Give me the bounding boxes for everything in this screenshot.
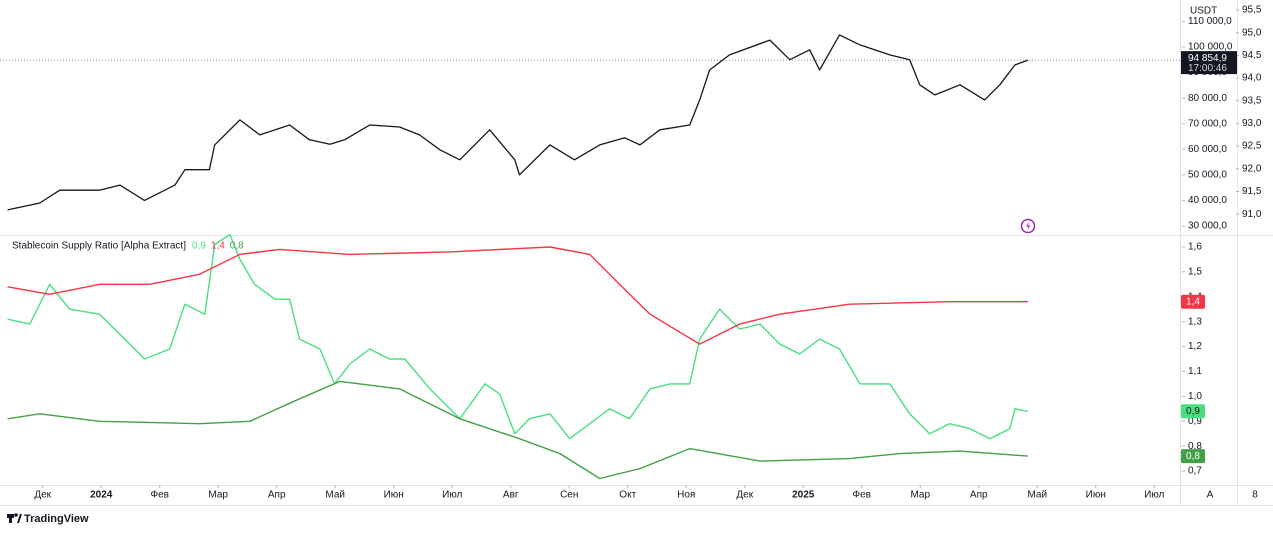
alert-circle[interactable] [1020, 218, 1036, 234]
price-axis-tick-label: 50 000,0 [1188, 169, 1227, 180]
indicator-axis-tick-label: 1,6 [1188, 242, 1202, 253]
last-price-badge [1181, 51, 1237, 75]
series-line [7, 380, 1028, 480]
last-value-badge [1181, 449, 1205, 464]
indicator-axis-tick-label: 1,3 [1188, 316, 1202, 327]
x-tick-label: Фев [150, 490, 168, 501]
indicator-axis-tick-label: 1,1 [1188, 366, 1202, 377]
second-axis-tick-label: 93,5 [1242, 95, 1262, 106]
scale-mode[interactable]: A [1207, 490, 1214, 501]
price-axis-tick-label: 70 000,0 [1188, 118, 1227, 129]
x-tick-label: Дек [736, 490, 753, 501]
settings-button[interactable]: 8 [1252, 490, 1258, 501]
second-axis-tick-label: 95,0 [1242, 27, 1262, 38]
brand-logo [7, 513, 22, 523]
series-line [7, 233, 1029, 440]
x-tick-label: 2024 [90, 490, 113, 501]
legend-value: 1,4 [211, 241, 225, 252]
indicator-axis-tick-label: 1,0 [1188, 391, 1202, 402]
x-tick-label: Ноя [677, 490, 695, 501]
second-axis-tick-label: 92,5 [1242, 141, 1262, 152]
x-tick-label: Дек [34, 490, 51, 501]
price-axis-tick-label: 30 000,0 [1188, 221, 1227, 232]
last-value-label: 0,8 [1186, 451, 1200, 462]
last-value-label: 1,4 [1186, 296, 1200, 307]
alert-icon[interactable] [1020, 218, 1036, 234]
price-axis-tick-label: 40 000,0 [1188, 195, 1227, 206]
legend-value: 0,8 [230, 241, 244, 252]
x-tick-label: Окт [619, 490, 636, 501]
price-axis-tick-label: 60 000,0 [1188, 144, 1227, 155]
indicator-axis-tick-label: 0,7 [1188, 466, 1202, 477]
x-tick-label: 2025 [792, 490, 815, 501]
logo-slash [17, 514, 22, 523]
second-axis-tick-label: 93,0 [1242, 118, 1262, 129]
x-tick-label: Сен [560, 490, 578, 501]
x-tick-label: Апр [268, 490, 286, 501]
alert-bolt[interactable] [1026, 221, 1031, 231]
price-axis-tick-label: 110 000,0 [1188, 16, 1232, 27]
x-tick-label: Мар [910, 490, 930, 501]
x-tick-label: Фев [853, 490, 871, 501]
second-axis-tick-label: 94,0 [1242, 73, 1262, 84]
series-line [7, 246, 1028, 345]
x-tick-label: Май [325, 490, 345, 501]
x-tick-label: Июл [442, 490, 462, 501]
last-value-badge [1181, 294, 1205, 309]
x-tick-label: Авг [503, 490, 519, 501]
x-tick-label: Май [1027, 490, 1047, 501]
currency-label: USDT [1190, 6, 1217, 17]
second-axis-tick-label: 94,5 [1242, 50, 1262, 61]
indicator-title: Stablecoin Supply Ratio [Alpha Extract] [12, 241, 186, 252]
countdown: 17:00:46 [1188, 63, 1227, 74]
second-axis-tick-label: 91,0 [1242, 209, 1262, 220]
last-price-label: 94 854,9 [1188, 53, 1227, 64]
price-axis-tick-label: 100 000,0 [1188, 42, 1233, 53]
price-axis-tick-label: 80 000,0 [1188, 93, 1227, 104]
x-tick-label: Июн [1086, 490, 1106, 501]
indicator-axis-tick-label: 1,5 [1188, 266, 1202, 277]
indicator-axis-tick-label: 0,9 [1188, 416, 1202, 427]
x-tick-label: Апр [970, 490, 988, 501]
indicator-axis-tick-label: 0,8 [1188, 441, 1202, 452]
last-value-label: 0,9 [1186, 406, 1200, 417]
x-tick-label: Мар [208, 490, 228, 501]
indicator-axis-tick-label: 1,2 [1188, 341, 1202, 352]
second-axis-tick-label: 95,5 [1242, 5, 1262, 16]
last-value-badge [1181, 404, 1205, 419]
second-axis-tick-label: 91,5 [1242, 186, 1262, 197]
logo-stem [9, 514, 12, 523]
brand-name: TradingView [24, 513, 89, 525]
x-tick-label: Июл [1144, 490, 1164, 501]
logo-dot [14, 513, 18, 517]
series-line [7, 34, 1029, 211]
legend-value: 0,9 [192, 241, 206, 252]
x-tick-label: Июн [384, 490, 404, 501]
second-axis-tick-label: 92,0 [1242, 163, 1262, 174]
